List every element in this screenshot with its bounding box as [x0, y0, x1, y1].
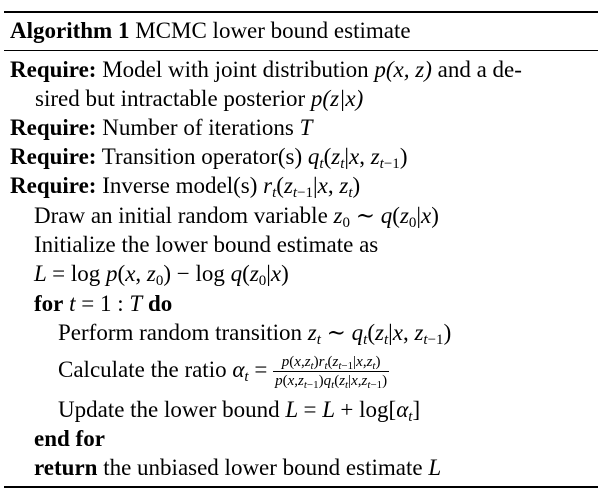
for-loop-header: for t = 1 : T do — [34, 290, 172, 318]
math-expression: L = log p(x, z0) − log q(z0|x) — [34, 261, 289, 289]
return-text: the unbiased lower bound estimate — [103, 455, 423, 480]
return-keyword: return — [34, 455, 98, 480]
draw-step: Draw an initial random variable z0 ∼ q(z… — [34, 202, 439, 231]
require-line-1: Require: Model with joint distribution p… — [10, 56, 522, 84]
perform-step: Perform random transition zt ∼ qt(zt|x, … — [58, 319, 452, 348]
require-text: Number of iterations — [102, 115, 294, 140]
bottom-rule — [4, 486, 598, 488]
math-expression: L — [428, 455, 442, 480]
for-keyword: for — [34, 291, 64, 316]
do-keyword: do — [147, 291, 173, 316]
math-expression: z0 ∼ q(z0|x) — [333, 203, 439, 231]
math-expression: zt ∼ qt(zt|x, zt−1) — [307, 320, 452, 348]
math-expression: T — [299, 115, 313, 140]
step-text: Draw an initial random variable — [34, 203, 328, 228]
require-keyword: Require: — [10, 173, 97, 198]
step-text: Update the lower bound — [58, 397, 280, 422]
return-line: return the unbiased lower bound estimate… — [34, 454, 441, 482]
math-expression: qt(zt|x, zt−1) — [307, 144, 408, 172]
math-expression: αt = p(x,zt)rt(zt−1|x,zt) p(x,zt−1)qt(zt… — [232, 354, 390, 391]
require-keyword: Require: — [10, 115, 97, 140]
top-rule — [4, 11, 598, 13]
require-line-4: Require: Inverse model(s) rt(zt−1|x, zt) — [10, 172, 361, 201]
algorithm-title: MCMC lower bound estimate — [135, 18, 411, 43]
require-text: and a de- — [437, 57, 522, 82]
algorithm-caption: Algorithm 1 MCMC lower bound estimate — [10, 17, 411, 45]
step-text: Initialize the lower bound estimate as — [34, 232, 379, 257]
calculate-step: Calculate the ratio αt = p(x,zt)rt(zt−1|… — [58, 353, 390, 391]
algorithm-label: Algorithm 1 — [10, 18, 130, 43]
math-expression: t = 1 : T — [69, 291, 143, 316]
end-for-keyword: end for — [34, 426, 105, 451]
require-line-1-continued: sired but intractable posterior p(z|x) — [35, 85, 363, 113]
caption-rule — [4, 50, 598, 51]
require-keyword: Require: — [10, 144, 97, 169]
init-step: Initialize the lower bound estimate as — [34, 231, 378, 259]
require-text: Inverse model(s) — [102, 173, 258, 198]
step-text: Perform random transition — [58, 320, 303, 345]
require-keyword: Require: — [10, 57, 97, 82]
update-step: Update the lower bound L = L + log[αt] — [58, 396, 421, 425]
step-text: Calculate the ratio — [58, 356, 227, 382]
end-for: end for — [34, 425, 105, 453]
math-expression: L = L + log[αt] — [285, 397, 421, 425]
require-text: sired but intractable posterior — [35, 86, 306, 111]
ratio-fraction: p(x,zt)rt(zt−1|x,zt) p(x,zt−1)qt(zt|x,zt… — [273, 354, 390, 391]
require-line-2: Require: Number of iterations T — [10, 114, 312, 142]
math-expression: p(x, z) — [374, 57, 432, 82]
math-expression: p(z|x) — [310, 86, 364, 111]
require-text: Transition operator(s) — [101, 144, 303, 169]
require-text: Model with joint distribution — [102, 57, 369, 82]
require-line-3: Require: Transition operator(s) qt(zt|x,… — [10, 143, 408, 172]
math-expression: rt(zt−1|x, zt) — [263, 173, 361, 201]
init-formula: L = log p(x, z0) − log q(z0|x) — [34, 260, 289, 289]
